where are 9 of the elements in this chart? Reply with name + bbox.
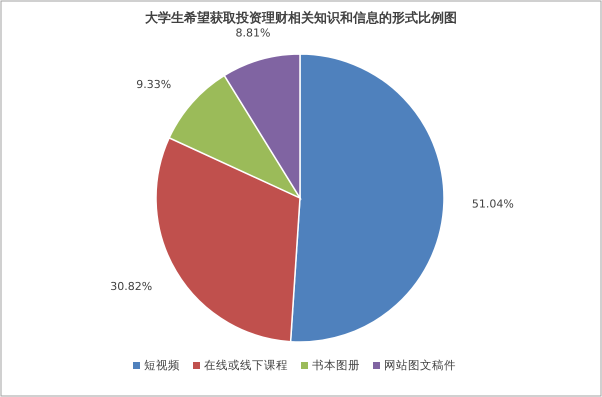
data-label: 9.33%	[136, 78, 172, 92]
data-label: 8.81%	[236, 26, 270, 40]
legend-label: 网站图文稿件	[384, 358, 456, 372]
legend-label: 在线或线下课程	[204, 358, 288, 372]
data-label: 51.04%	[472, 198, 514, 211]
legend-label: 书本图册	[312, 358, 360, 372]
data-label: 30.82%	[110, 280, 152, 294]
legend-label: 短视频	[144, 358, 180, 372]
chart-title: 大学生希望获取投资理财相关知识和信息的形式比例图	[145, 10, 457, 26]
